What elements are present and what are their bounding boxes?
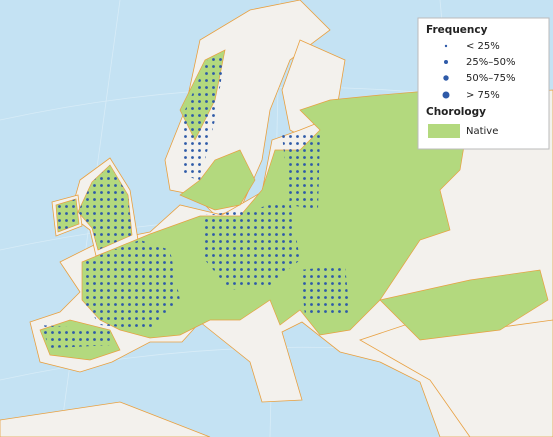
legend-symbol [442, 91, 450, 99]
legend-title: Chorology [426, 106, 486, 118]
legend-label: 50%–75% [466, 73, 515, 84]
legend-title: Frequency [426, 24, 488, 36]
legend-label: 25%–50% [466, 57, 515, 68]
legend-label: Native [466, 126, 498, 137]
legend-label: > 75% [466, 90, 500, 101]
legend: Frequency < 25% 25%–50% 50%–75% > 75% Ch… [417, 17, 550, 150]
legend-symbol [443, 75, 449, 81]
occurrence-dots [40, 55, 350, 348]
legend-label: < 25% [466, 41, 500, 52]
legend-symbol [444, 60, 448, 64]
legend-symbol [444, 44, 448, 48]
legend-swatch [428, 124, 460, 138]
